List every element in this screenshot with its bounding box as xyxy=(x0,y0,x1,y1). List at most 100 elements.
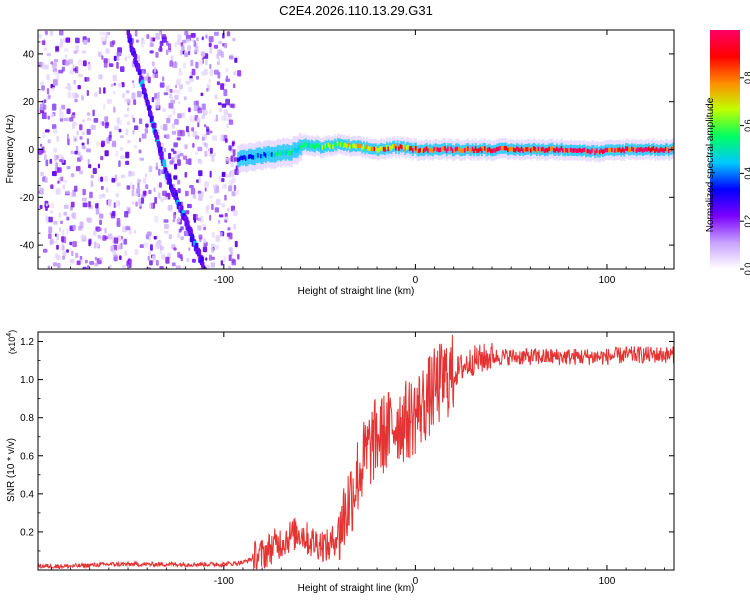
noise-cell xyxy=(110,83,114,87)
noise-cell xyxy=(225,67,229,73)
noise-cell xyxy=(180,49,183,56)
signal-core-cell xyxy=(479,146,482,152)
noise-cell xyxy=(53,71,58,75)
signal-core-cell xyxy=(657,148,660,153)
signal-core-cell xyxy=(499,146,502,151)
noise-cell xyxy=(56,73,60,80)
noise-cell xyxy=(52,171,57,177)
noise-cell xyxy=(176,39,181,45)
noise-cell xyxy=(213,153,216,157)
signal-core-cell xyxy=(404,147,407,152)
noise-cell xyxy=(203,226,206,231)
signal-core-cell xyxy=(667,148,671,153)
signal-core-cell xyxy=(571,148,574,153)
noise-cell xyxy=(159,182,162,188)
noise-cell xyxy=(159,266,164,269)
noise-cell xyxy=(96,242,100,248)
noise-cell xyxy=(198,176,201,183)
noise-cell xyxy=(209,170,212,178)
noise-cell xyxy=(78,59,83,66)
signal-core-cell xyxy=(602,149,605,154)
noise-cell xyxy=(144,128,148,134)
noise-cell xyxy=(74,137,77,142)
noise-cell xyxy=(197,121,200,128)
signal-core-cell xyxy=(663,148,666,153)
noise-cell xyxy=(66,216,70,221)
noise-cell xyxy=(100,36,105,42)
noise-cell xyxy=(135,201,138,207)
noise-cell xyxy=(150,244,153,251)
noise-cell xyxy=(151,61,155,67)
noise-cell xyxy=(103,87,106,94)
signal-core-cell xyxy=(415,146,418,151)
noise-cell xyxy=(188,50,191,56)
noise-cell xyxy=(174,163,178,170)
noise-cell xyxy=(165,192,171,198)
noise-cell xyxy=(153,67,157,73)
signal-core-cell xyxy=(543,148,546,154)
noise-cell xyxy=(40,171,44,176)
noise-cell xyxy=(114,125,119,131)
noise-cell xyxy=(153,187,156,193)
signal-core-cell xyxy=(621,147,625,152)
noise-cell xyxy=(131,92,136,100)
noise-cell xyxy=(164,134,167,139)
signal-core-cell xyxy=(496,146,499,152)
noise-cell xyxy=(149,42,154,47)
noise-cell xyxy=(149,37,153,44)
noise-cell xyxy=(88,238,92,245)
signal-core-cell xyxy=(272,152,275,157)
noise-cell xyxy=(228,119,234,125)
noise-cell xyxy=(118,160,121,167)
signal-core-cell xyxy=(361,145,364,151)
signal-core-cell xyxy=(632,147,635,153)
noise-cell xyxy=(212,185,216,189)
signal-core-cell xyxy=(376,148,379,153)
noise-cell xyxy=(87,265,90,269)
noise-cell xyxy=(158,168,161,176)
noise-cell xyxy=(227,265,231,269)
signal-core-cell xyxy=(323,145,326,150)
signal-core-cell xyxy=(591,148,594,153)
noise-cell xyxy=(228,254,232,261)
signal-core-cell xyxy=(379,146,382,151)
noise-cell xyxy=(65,190,70,195)
signal-core-cell xyxy=(347,142,350,147)
noise-cell xyxy=(55,46,59,51)
signal-core-cell xyxy=(266,151,269,157)
drift-cell xyxy=(194,242,199,249)
noise-cell xyxy=(162,246,165,251)
signal-core-cell xyxy=(658,148,661,153)
signal-core-cell xyxy=(606,147,609,153)
signal-core-cell xyxy=(600,148,603,153)
noise-cell xyxy=(105,187,109,193)
noise-cell xyxy=(171,262,176,267)
noise-cell xyxy=(93,241,97,249)
noise-cell xyxy=(103,62,108,68)
signal-core-cell xyxy=(238,156,241,162)
noise-cell xyxy=(138,118,143,124)
signal-core-cell xyxy=(672,145,674,151)
noise-cell xyxy=(155,241,160,249)
noise-cell xyxy=(104,32,109,38)
noise-cell xyxy=(127,121,131,125)
signal-core-cell xyxy=(246,156,249,161)
signal-core-cell xyxy=(608,148,611,153)
signal-core-cell xyxy=(405,145,408,150)
signal-core-cell xyxy=(418,148,421,154)
signal-core-cell xyxy=(329,144,332,149)
signal-core-cell xyxy=(514,148,517,153)
signal-core-cell xyxy=(462,148,465,153)
noise-cell xyxy=(52,124,57,130)
noise-cell xyxy=(104,150,109,157)
noise-cell xyxy=(208,78,211,84)
noise-cell xyxy=(74,150,78,155)
signal-core-cell xyxy=(427,148,430,153)
noise-cell xyxy=(166,117,171,124)
noise-cell xyxy=(120,174,126,178)
snr-series-line xyxy=(38,334,674,570)
noise-cell xyxy=(40,143,43,147)
signal-core-cell xyxy=(343,143,346,148)
drift-cell xyxy=(153,122,157,129)
signal-core-cell xyxy=(355,144,358,149)
